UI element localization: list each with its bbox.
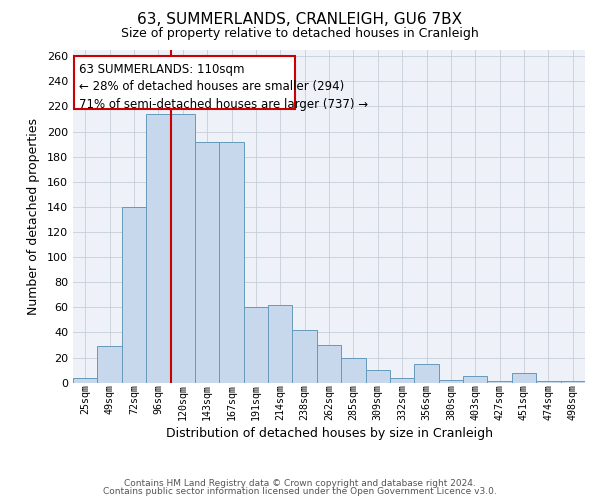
Bar — [268, 305, 292, 382]
Bar — [390, 378, 415, 382]
Bar — [97, 346, 122, 382]
Text: 63 SUMMERLANDS: 110sqm: 63 SUMMERLANDS: 110sqm — [79, 62, 245, 76]
Bar — [146, 114, 170, 382]
Text: Contains HM Land Registry data © Crown copyright and database right 2024.: Contains HM Land Registry data © Crown c… — [124, 478, 476, 488]
Bar — [463, 376, 487, 382]
Bar — [170, 114, 195, 382]
Bar — [122, 207, 146, 382]
Bar — [415, 364, 439, 382]
Bar — [512, 372, 536, 382]
Bar — [220, 142, 244, 382]
Bar — [244, 308, 268, 382]
Text: 71% of semi-detached houses are larger (737) →: 71% of semi-detached houses are larger (… — [79, 98, 368, 110]
Text: 63, SUMMERLANDS, CRANLEIGH, GU6 7BX: 63, SUMMERLANDS, CRANLEIGH, GU6 7BX — [137, 12, 463, 28]
Text: Size of property relative to detached houses in Cranleigh: Size of property relative to detached ho… — [121, 28, 479, 40]
Bar — [439, 380, 463, 382]
Text: Contains public sector information licensed under the Open Government Licence v3: Contains public sector information licen… — [103, 487, 497, 496]
Bar — [365, 370, 390, 382]
Bar — [195, 142, 220, 382]
X-axis label: Distribution of detached houses by size in Cranleigh: Distribution of detached houses by size … — [166, 427, 493, 440]
Bar — [341, 358, 365, 382]
Bar — [292, 330, 317, 382]
Bar — [317, 345, 341, 383]
Bar — [74, 56, 295, 109]
Text: ← 28% of detached houses are smaller (294): ← 28% of detached houses are smaller (29… — [79, 80, 344, 93]
Y-axis label: Number of detached properties: Number of detached properties — [27, 118, 40, 315]
Bar — [73, 378, 97, 382]
